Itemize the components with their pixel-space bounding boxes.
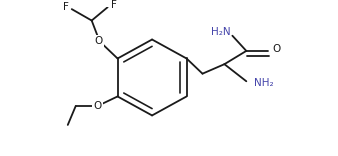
- Text: NH₂: NH₂: [255, 78, 274, 88]
- Text: O: O: [94, 101, 102, 111]
- Text: F: F: [63, 2, 69, 12]
- Text: O: O: [272, 44, 280, 54]
- Text: O: O: [95, 36, 103, 46]
- Text: F: F: [111, 0, 117, 10]
- Text: H₂N: H₂N: [211, 27, 231, 37]
